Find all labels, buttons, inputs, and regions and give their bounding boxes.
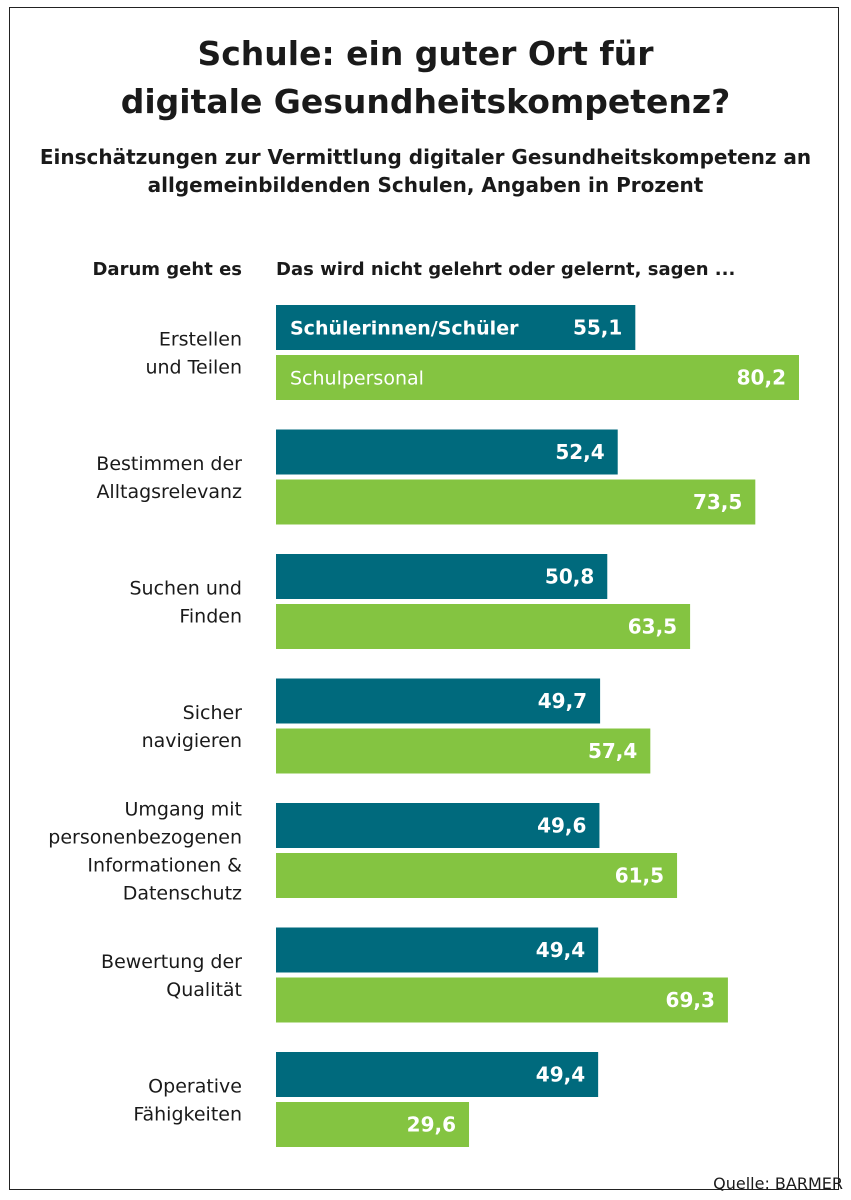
legend-staff: Schulpersonal	[290, 368, 424, 390]
category-label: Qualität	[166, 979, 242, 1001]
data-label: 49,4	[536, 1063, 585, 1087]
bar-group: 55,1 Schülerinnen/Schüler 80,2 Schulpersona…	[145, 305, 799, 400]
category-label: personenbezogenen	[48, 827, 242, 849]
data-label: 52,4	[555, 440, 604, 464]
category-label: und Teilen	[145, 357, 242, 379]
data-label: 49,4	[536, 938, 585, 962]
category-label: Suchen und	[129, 578, 242, 600]
bar-staff	[276, 604, 691, 649]
category-label: Erstellen	[159, 329, 242, 351]
data-label: 49,6	[537, 814, 586, 838]
data-label: 49,7	[538, 689, 587, 713]
bar-group: 50,8 63,5 Suchen und Finden	[129, 554, 691, 649]
category-label: Operative	[148, 1076, 242, 1098]
data-label: 50,8	[545, 565, 594, 589]
bar-group: 49,4 69,3 Bewertung der Qualität	[101, 927, 728, 1023]
data-label: 63,5	[628, 615, 677, 639]
data-label: 61,5	[615, 864, 664, 888]
category-label: Informationen &	[87, 855, 242, 877]
chart-subtitle-line-1: Einschätzungen zur Vermittlung digitaler…	[39, 145, 812, 169]
data-label: 29,6	[407, 1113, 456, 1137]
bar-students	[276, 554, 608, 599]
bar-staff	[276, 355, 799, 400]
data-label: 57,4	[588, 739, 637, 763]
category-label: Datenschutz	[123, 883, 242, 905]
bar-staff	[276, 853, 678, 898]
bar-group: 52,4 73,5 Bestimmen der Alltagsrelevanz	[96, 429, 756, 525]
bar-students	[276, 678, 601, 724]
category-label: Sicher	[183, 702, 243, 724]
category-label: navigieren	[142, 730, 242, 752]
bar-staff	[276, 1102, 470, 1147]
bar-staff	[276, 977, 728, 1023]
data-label: 69,3	[666, 988, 715, 1012]
legend-students: Schülerinnen/Schüler	[290, 318, 519, 340]
bar-staff	[276, 728, 651, 774]
chart-subtitle-line-2: allgemeinbildenden Schulen, Angaben in P…	[147, 173, 704, 197]
bar-group: 49,6 61,5 Umgang mit personenbezogenen Infor…	[48, 799, 678, 905]
bar-students	[276, 305, 636, 350]
bar-students	[276, 803, 600, 848]
chart-frame	[9, 7, 839, 1190]
category-label: Finden	[179, 606, 242, 628]
data-label: 55,1	[573, 316, 622, 340]
data-label: 80,2	[737, 366, 786, 390]
bar-students	[276, 429, 618, 475]
bar-group: 49,4 29,6 Operative Fähigkeiten	[133, 1052, 599, 1147]
chart-title-line-2: digitale Gesundheitskompetenz?	[120, 82, 731, 121]
category-label: Umgang mit	[125, 799, 243, 821]
column-header-topic: Darum geht es	[92, 259, 242, 280]
category-label: Alltagsrelevanz	[96, 481, 242, 503]
chart-title-line-1: Schule: ein guter Ort für	[197, 34, 654, 73]
bar-staff	[276, 479, 756, 525]
bar-students	[276, 927, 599, 973]
category-label: Bestimmen der	[96, 453, 242, 475]
category-label: Fähigkeiten	[133, 1104, 242, 1126]
column-header-statement: Das wird nicht gelehrt oder gelernt, sag…	[276, 259, 736, 280]
bar-students	[276, 1052, 599, 1097]
category-label: Bewertung der	[101, 951, 242, 973]
data-label: 73,5	[693, 490, 742, 514]
source-note: Quelle: BARMER	[713, 1174, 843, 1193]
bar-group: 49,7 57,4 Sicher navigieren	[142, 678, 651, 774]
